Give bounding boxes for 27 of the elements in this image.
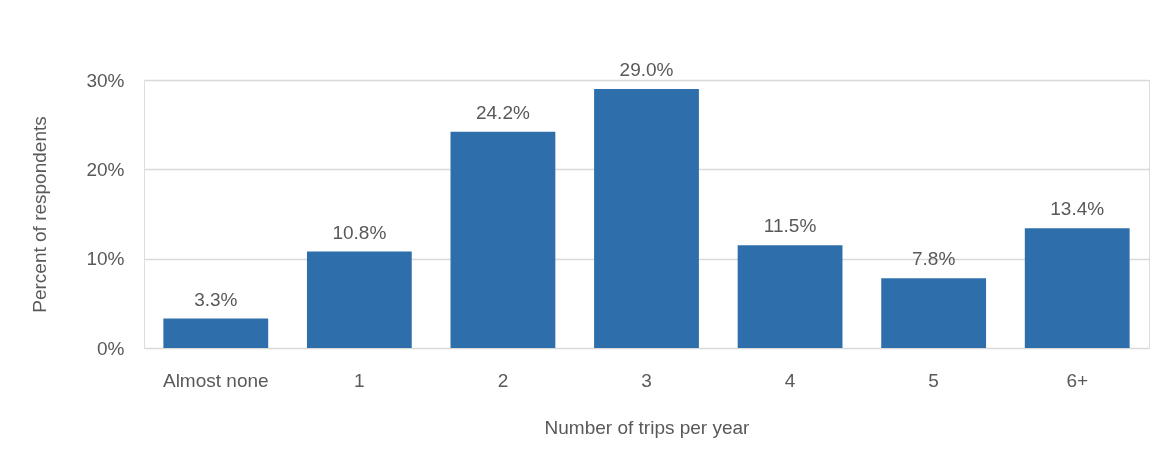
y-tick-label: 20% (86, 158, 125, 180)
data-label: 3.3% (194, 288, 238, 310)
data-label: 10.8% (332, 221, 387, 243)
x-tick-label: 1 (354, 369, 365, 391)
bar (163, 318, 269, 348)
bar (881, 278, 987, 348)
y-axis-title: Percent of respondents (29, 116, 51, 313)
data-label: 11.5% (763, 215, 817, 237)
data-label: 29.0% (619, 58, 674, 80)
bar (306, 251, 412, 348)
y-tick-label: 30% (86, 69, 125, 91)
x-tick-label: 2 (497, 369, 509, 391)
x-tick-label: 5 (928, 369, 939, 391)
data-label: 13.4% (1050, 198, 1105, 220)
bar (594, 88, 699, 348)
x-tick-label: 3 (641, 369, 652, 391)
x-tick-label: 6+ (1066, 369, 1089, 391)
data-label: 24.2% (475, 101, 530, 123)
x-tick-label: Almost none (162, 369, 269, 391)
x-axis-title: Number of trips per year (544, 416, 751, 438)
bar (1024, 228, 1130, 348)
bar (450, 131, 556, 348)
bar (737, 245, 843, 348)
y-tick-label: 10% (86, 248, 125, 270)
data-label: 7.8% (911, 248, 956, 270)
y-tick-label: 0% (97, 337, 125, 359)
x-tick-label: 4 (784, 369, 796, 391)
